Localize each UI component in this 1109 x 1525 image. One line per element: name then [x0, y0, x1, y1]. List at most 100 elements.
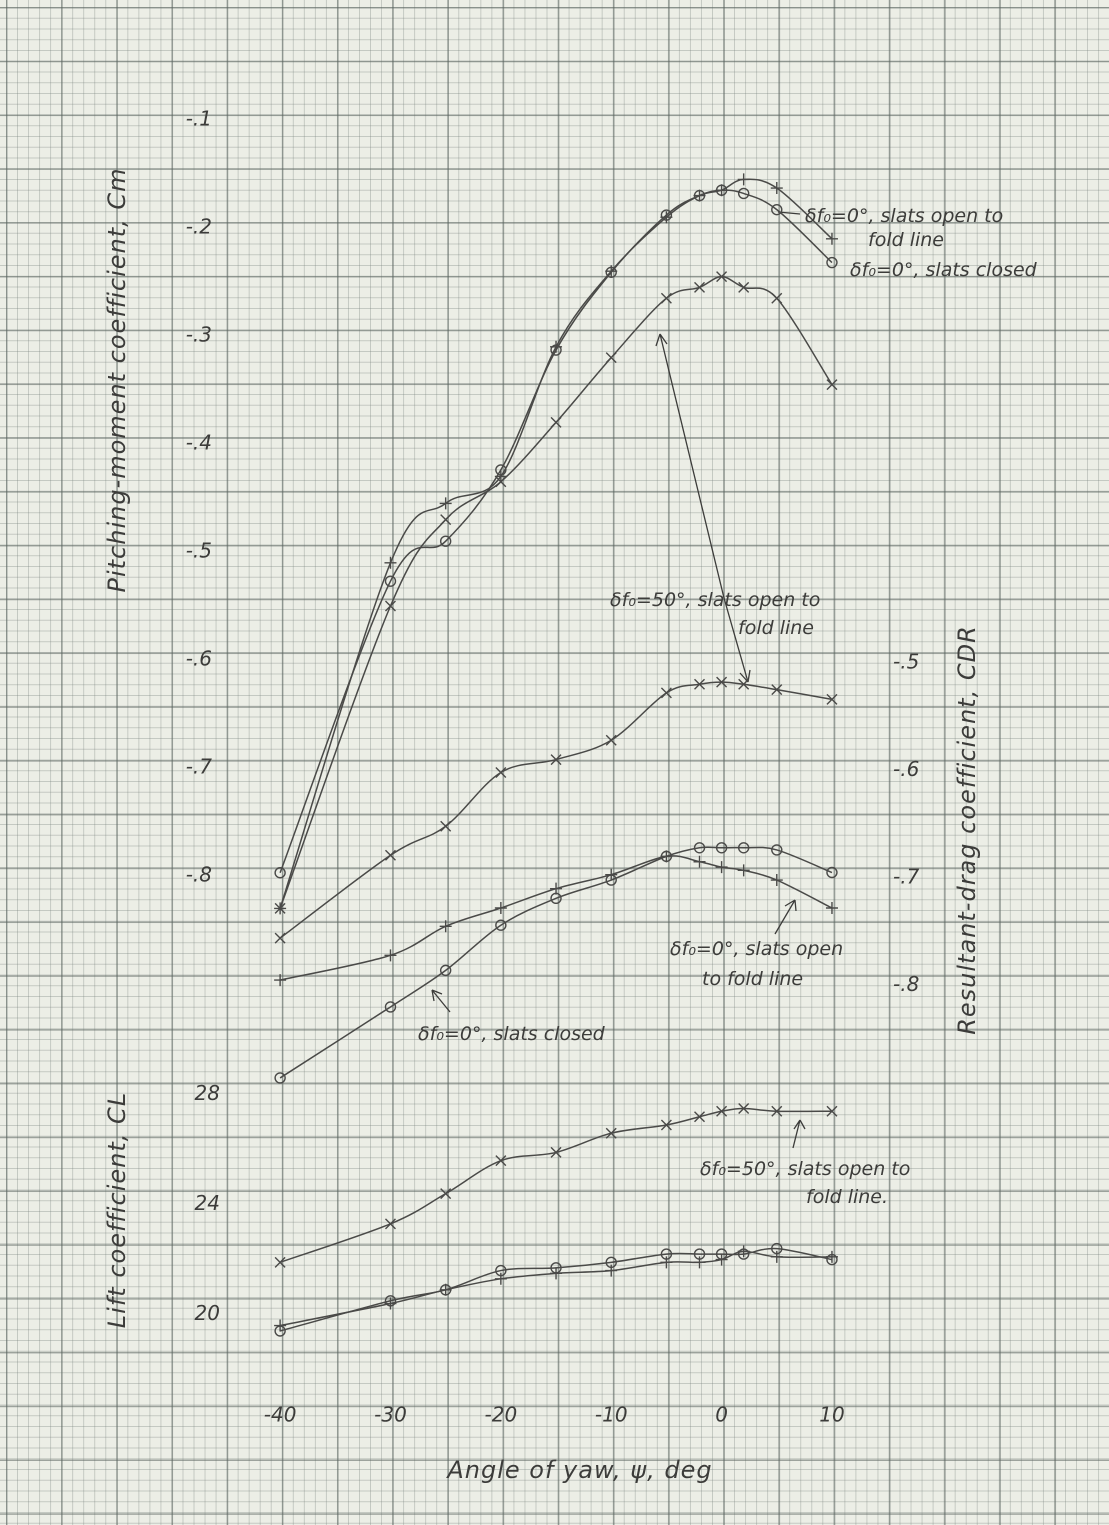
marker-cross	[550, 416, 562, 428]
marker-plus	[693, 855, 706, 868]
marker-cross	[738, 678, 750, 690]
data-point	[771, 844, 783, 856]
data-point	[660, 850, 673, 863]
y-tick-label: -.5	[893, 649, 919, 673]
data-point	[274, 867, 286, 879]
y-tick-label: -.7	[186, 755, 213, 779]
y-axis-label: Pitching-moment coefficient, Cm	[103, 167, 131, 592]
marker-cross	[826, 379, 838, 391]
data-point	[605, 734, 617, 746]
marker-plus	[494, 1272, 507, 1285]
marker-cross	[605, 734, 617, 746]
marker-plus	[693, 1256, 706, 1269]
data-point	[771, 292, 783, 304]
data-point	[274, 1319, 287, 1332]
y-tick-label: -.7	[893, 864, 920, 888]
marker-cross	[660, 687, 672, 699]
marker-cross	[826, 693, 838, 705]
data-point	[605, 1264, 618, 1277]
marker-plus	[770, 1250, 783, 1263]
data-point	[660, 687, 672, 699]
marker-circle	[771, 844, 783, 856]
y-tick-label: -.3	[186, 323, 212, 347]
y-axis-label: Lift coefficient, CL	[103, 1092, 131, 1328]
annotation: δf₀=0°, slats open to	[805, 205, 1003, 227]
marker-plus	[693, 189, 706, 202]
curve	[279, 1247, 833, 1332]
annotation: fold line	[738, 617, 814, 639]
marker-plus	[770, 874, 783, 887]
data-point	[826, 1105, 838, 1117]
data-point	[694, 281, 706, 293]
marker-cross	[771, 684, 783, 696]
data-point	[771, 203, 783, 216]
data-point	[738, 678, 750, 690]
marker-cross	[384, 1218, 396, 1230]
marker-plus	[660, 1256, 673, 1269]
x-tick-label: 10	[819, 1403, 844, 1427]
marker-cross	[771, 1105, 783, 1117]
marker-cross	[660, 292, 672, 304]
data-point	[439, 497, 452, 510]
y-tick-label: -.1	[186, 107, 212, 131]
marker-plus	[737, 864, 750, 877]
data-point	[770, 1250, 783, 1263]
marker-cross	[440, 514, 452, 526]
y-tick-label: -.2	[186, 215, 212, 239]
annotation: δf₀=0°, slats closed	[418, 1023, 606, 1045]
data-point	[770, 874, 783, 887]
marker-circle	[495, 919, 507, 931]
marker-plus	[825, 1250, 838, 1263]
marker-plus	[550, 1267, 563, 1280]
marker-cross	[826, 1105, 838, 1117]
data-point	[384, 575, 397, 587]
data-point	[826, 693, 838, 705]
y-tick-label: -.5	[186, 539, 212, 563]
data-point	[495, 1155, 507, 1167]
data-point	[693, 189, 706, 202]
y-tick-label: -.4	[186, 431, 212, 455]
curve	[279, 1107, 832, 1264]
data-point	[550, 340, 563, 353]
marker-circle	[274, 1072, 286, 1084]
data-point	[550, 754, 562, 766]
marker-circle	[715, 842, 728, 854]
data-point	[738, 281, 750, 293]
data-point	[694, 678, 706, 690]
arrow	[774, 899, 797, 935]
y-tick-label: -.6	[893, 757, 919, 781]
data-point	[494, 470, 507, 483]
marker-cross	[694, 1111, 706, 1123]
y-tick-label: -.6	[186, 647, 212, 671]
data-point	[716, 676, 728, 688]
x-tick-label: 0	[715, 1403, 728, 1427]
data-point	[384, 849, 396, 861]
marker-plus	[439, 1283, 452, 1296]
x-tick-label: -30	[374, 1403, 407, 1427]
x-tick-label: -10	[595, 1403, 628, 1427]
data-point	[693, 1256, 706, 1269]
data-point	[715, 1253, 728, 1266]
data-point	[737, 842, 750, 854]
marker-circle	[826, 256, 838, 269]
annotation: δf₀=0°, slats open	[670, 938, 843, 960]
marker-cross	[771, 292, 783, 304]
data-point	[550, 1267, 563, 1280]
y-tick-label: 24	[195, 1191, 220, 1215]
data-point	[716, 271, 728, 283]
marker-circle	[384, 575, 397, 587]
arrow	[431, 989, 451, 1013]
data-point	[605, 265, 618, 278]
curve	[279, 846, 833, 1079]
marker-circle	[826, 866, 838, 879]
marker-plus	[825, 232, 838, 245]
marker-plus	[274, 974, 287, 987]
marker-plus	[737, 1245, 750, 1258]
data-point	[439, 535, 452, 547]
data-point	[694, 1111, 706, 1123]
x-axis-label: Angle of yaw, ψ, deg	[445, 1456, 712, 1484]
data-point	[693, 842, 706, 854]
y-tick-label: 28	[195, 1081, 220, 1105]
